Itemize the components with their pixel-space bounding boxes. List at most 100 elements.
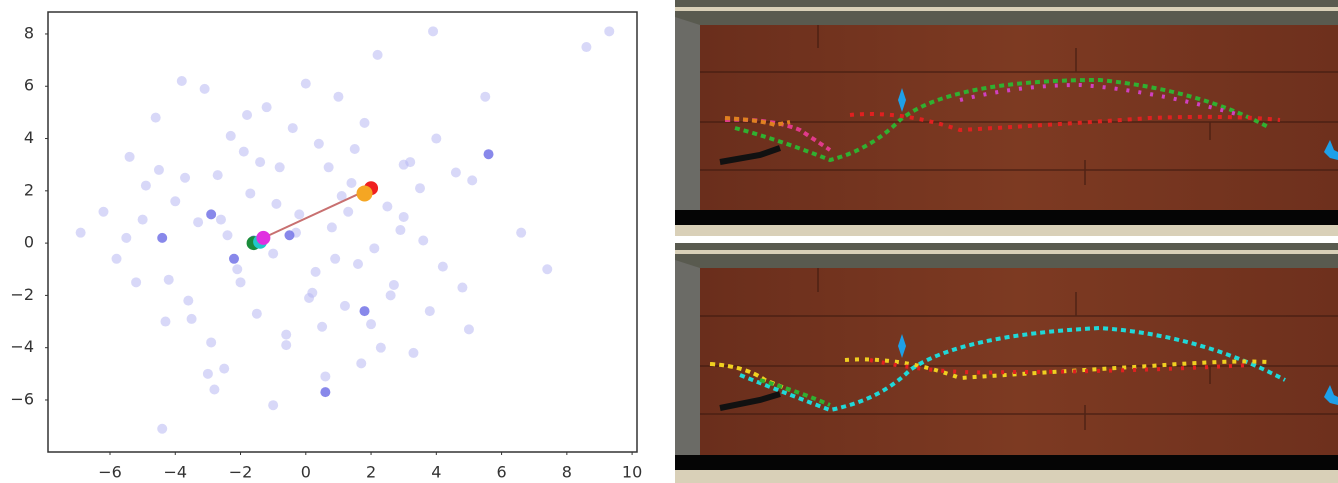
point bbox=[222, 230, 232, 240]
gap bbox=[675, 455, 1338, 470]
point bbox=[256, 231, 270, 245]
point bbox=[314, 139, 324, 149]
point bbox=[209, 385, 219, 395]
point bbox=[484, 149, 494, 159]
point bbox=[151, 113, 161, 123]
point bbox=[98, 207, 108, 217]
point bbox=[294, 209, 304, 219]
gap bbox=[675, 210, 1338, 225]
point bbox=[216, 215, 226, 225]
point bbox=[480, 92, 490, 102]
point bbox=[177, 76, 187, 86]
point bbox=[271, 199, 281, 209]
point bbox=[333, 92, 343, 102]
point bbox=[268, 249, 278, 259]
point bbox=[288, 123, 298, 133]
point bbox=[311, 267, 321, 277]
point bbox=[281, 330, 291, 340]
point bbox=[324, 162, 334, 172]
point bbox=[301, 79, 311, 89]
point bbox=[157, 233, 167, 243]
point bbox=[428, 26, 438, 36]
point bbox=[343, 207, 353, 217]
x-tick-label: −4 bbox=[163, 463, 187, 482]
point bbox=[369, 243, 379, 253]
point bbox=[425, 306, 435, 316]
x-tick-label: −2 bbox=[229, 463, 253, 482]
point bbox=[164, 275, 174, 285]
point bbox=[232, 264, 242, 274]
point bbox=[408, 348, 418, 358]
point bbox=[187, 314, 197, 324]
x-tick-label: 2 bbox=[366, 463, 376, 482]
point bbox=[415, 183, 425, 193]
connector-line bbox=[263, 188, 371, 238]
point bbox=[360, 306, 370, 316]
point bbox=[464, 324, 474, 334]
point bbox=[268, 400, 278, 410]
point bbox=[193, 217, 203, 227]
side-wall bbox=[675, 260, 700, 463]
x-tick-label: 4 bbox=[431, 463, 441, 482]
point bbox=[431, 134, 441, 144]
point bbox=[357, 185, 373, 201]
point bbox=[604, 26, 614, 36]
point bbox=[239, 147, 249, 157]
y-tick-label: −6 bbox=[10, 389, 34, 408]
y-tick-label: 8 bbox=[24, 23, 34, 42]
point bbox=[206, 209, 216, 219]
point bbox=[451, 168, 461, 178]
point bbox=[245, 188, 255, 198]
point bbox=[229, 254, 239, 264]
point bbox=[438, 262, 448, 272]
point bbox=[457, 283, 467, 293]
point bbox=[112, 254, 122, 264]
figure: −6−4−20246810−6−4−202468 bbox=[0, 0, 1338, 483]
point bbox=[386, 290, 396, 300]
rail bbox=[675, 470, 1338, 483]
point bbox=[226, 131, 236, 141]
point bbox=[340, 301, 350, 311]
point bbox=[284, 230, 294, 240]
point bbox=[252, 309, 262, 319]
point bbox=[160, 317, 170, 327]
point bbox=[281, 340, 291, 350]
y-tick-label: −4 bbox=[10, 337, 34, 356]
point bbox=[213, 170, 223, 180]
point bbox=[376, 343, 386, 353]
point bbox=[516, 228, 526, 238]
point bbox=[350, 144, 360, 154]
point bbox=[542, 264, 552, 274]
y-tick-label: 4 bbox=[24, 128, 34, 147]
point bbox=[141, 181, 151, 191]
point bbox=[157, 424, 167, 434]
point bbox=[360, 118, 370, 128]
point bbox=[262, 102, 272, 112]
x-tick-label: 10 bbox=[622, 463, 642, 482]
point bbox=[203, 369, 213, 379]
point bbox=[389, 280, 399, 290]
point bbox=[200, 84, 210, 94]
point bbox=[320, 371, 330, 381]
point bbox=[304, 293, 314, 303]
rail bbox=[675, 225, 1338, 236]
point bbox=[76, 228, 86, 238]
point bbox=[405, 157, 415, 167]
y-tick-label: −2 bbox=[10, 285, 34, 304]
render-top bbox=[675, 0, 1338, 236]
floor bbox=[700, 268, 1338, 455]
x-tick-label: 6 bbox=[496, 463, 506, 482]
point bbox=[275, 162, 285, 172]
point bbox=[366, 319, 376, 329]
point bbox=[382, 202, 392, 212]
point bbox=[183, 296, 193, 306]
x-tick-label: 0 bbox=[301, 463, 311, 482]
x-tick-label: −6 bbox=[98, 463, 122, 482]
side-wall bbox=[675, 17, 700, 218]
point bbox=[170, 196, 180, 206]
point bbox=[320, 387, 330, 397]
point bbox=[125, 152, 135, 162]
point bbox=[327, 222, 337, 232]
point bbox=[467, 175, 477, 185]
